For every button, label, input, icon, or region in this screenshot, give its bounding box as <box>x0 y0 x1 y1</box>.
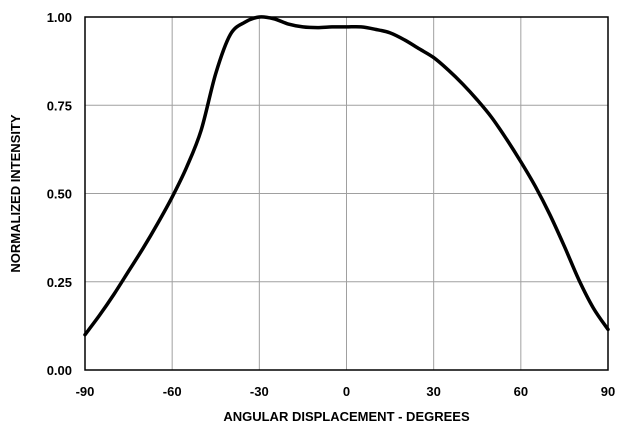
y-tick-label: 0.50 <box>47 187 72 202</box>
x-tick-label: 0 <box>343 384 350 399</box>
y-tick-labels: 0.00 0.25 0.50 0.75 1.00 <box>47 10 72 378</box>
x-tick-label: -90 <box>76 384 95 399</box>
y-tick-label: 1.00 <box>47 10 72 25</box>
y-axis-title: NORMALIZED INTENSITY <box>8 114 23 272</box>
x-tick-label: 90 <box>601 384 615 399</box>
x-tick-label: 30 <box>426 384 440 399</box>
x-tick-label: 60 <box>514 384 528 399</box>
y-tick-label: 0.25 <box>47 275 72 290</box>
grid <box>84 16 609 371</box>
x-tick-label: -60 <box>163 384 182 399</box>
y-tick-label: 0.00 <box>47 363 72 378</box>
series-line <box>83 15 610 337</box>
y-tick-label: 0.75 <box>47 98 72 113</box>
x-tick-labels: -90 -60 -30 0 30 60 90 <box>76 384 616 399</box>
x-axis-title: ANGULAR DISPLACEMENT - DEGREES <box>223 409 470 424</box>
x-tick-label: -30 <box>250 384 269 399</box>
plot-area-frame <box>84 16 609 371</box>
